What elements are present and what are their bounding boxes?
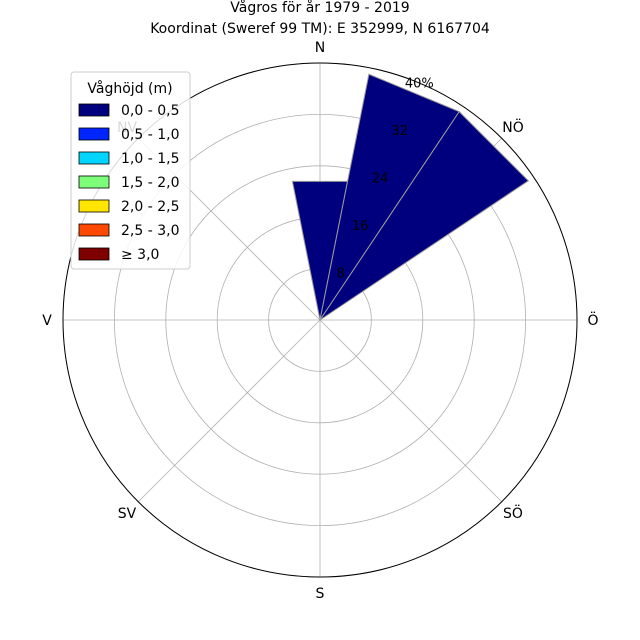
rose-bars <box>291 73 530 321</box>
radial-tick-label: 24 <box>372 172 389 187</box>
radial-tick-labels: 8 16 24 32 40% <box>337 77 434 282</box>
direction-label-s: S <box>316 586 325 602</box>
legend-label: 0,5 - 1,0 <box>121 127 179 143</box>
legend-swatch <box>78 103 110 117</box>
legend-label: ≥ 3,0 <box>121 247 159 263</box>
radial-tick-label: 40% <box>405 77 434 92</box>
legend-label: 2,0 - 2,5 <box>121 199 179 215</box>
legend-swatch <box>78 223 110 237</box>
legend-swatch <box>78 199 110 213</box>
legend-swatch <box>78 151 110 165</box>
outer-frame <box>62 62 578 578</box>
legend: Våghöjd (m) 0,0 - 0,5 0,5 - 1,0 1,0 - 1,5 1… <box>70 71 191 270</box>
ring-32 <box>113 113 527 527</box>
rose-bar <box>319 110 530 321</box>
direction-label-v: V <box>42 313 52 329</box>
legend-label: 1,5 - 2,0 <box>121 175 179 191</box>
legend-title: Våghöjd (m) <box>87 80 172 97</box>
direction-label-n: N <box>315 40 325 56</box>
legend-swatch <box>78 247 110 261</box>
spoke-sö <box>319 319 503 503</box>
chart-subtitle: Koordinat (Sweref 99 TM): E 352999, N 61… <box>150 21 490 37</box>
direction-label-sv: SV <box>118 506 137 522</box>
chart-title: Vågros för år 1979 - 2019 <box>230 0 409 16</box>
spoke-sv <box>137 319 321 503</box>
ring-24 <box>165 165 475 475</box>
radial-tick-label: 16 <box>352 219 369 234</box>
radial-tick-label: 32 <box>391 124 408 139</box>
legend-items: 0,0 - 0,5 0,5 - 1,0 1,0 - 1,5 1,5 - 2,0 2,0 … <box>78 103 179 263</box>
legend-label: 0,0 - 0,5 <box>121 103 179 119</box>
direction-label-ö: Ö <box>587 311 598 329</box>
legend-box <box>70 71 191 270</box>
legend-swatch <box>78 127 110 141</box>
direction-label-nö: NÖ <box>502 118 524 136</box>
direction-label-sö: SÖ <box>503 504 523 522</box>
radial-tick-label: 8 <box>337 267 345 282</box>
legend-label: 1,0 - 1,5 <box>121 151 179 167</box>
legend-label: 2,5 - 3,0 <box>121 223 179 239</box>
legend-swatch <box>78 175 110 189</box>
